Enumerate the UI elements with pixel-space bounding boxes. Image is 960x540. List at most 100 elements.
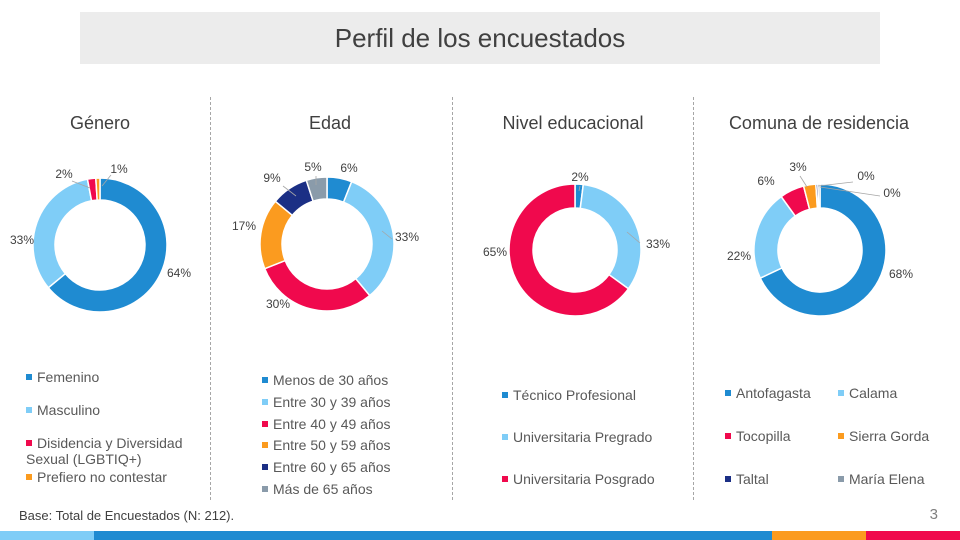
bar-segment-red [866, 531, 960, 540]
data-label: 30% [266, 297, 290, 311]
legend-label: Taltal [736, 471, 769, 487]
legend-item: Prefiero no contestar [26, 469, 167, 485]
leader-line [578, 185, 581, 192]
chart-title-edad: Edad [308, 113, 352, 133]
legend-item: Entre 50 y 59 años [262, 437, 391, 453]
data-label: 68% [889, 267, 913, 281]
legend-marker [262, 421, 268, 427]
panel-edad: Edad 6% 33% 30% 17% 9% 5% [220, 0, 440, 540]
legend-label: Entre 60 y 65 años [273, 459, 391, 475]
panel-divider [693, 97, 694, 500]
data-label: 2% [571, 170, 589, 184]
legend-marker [26, 474, 32, 480]
legend-item: Menos de 30 años [262, 372, 388, 388]
bar-segment-light [0, 531, 94, 540]
legend-marker [502, 392, 508, 398]
donut-slice-3-3 [508, 183, 630, 317]
legend-label: Más de 65 años [273, 481, 373, 497]
bottom-color-bar [0, 531, 960, 540]
panel-genero: Género 64% 33% 2% 1% [0, 0, 200, 540]
legend-marker [838, 390, 844, 396]
leader-line [626, 231, 641, 244]
donut-slice-1-4 [94, 177, 101, 201]
legend-marker [26, 407, 32, 413]
panel-divider [210, 97, 211, 500]
data-label: 3% [789, 160, 807, 174]
legend-item: Entre 60 y 65 años [262, 459, 391, 475]
data-label: 1% [110, 162, 128, 176]
legend-item: Taltal [725, 471, 769, 487]
legend-label: Menos de 30 años [273, 372, 389, 388]
panel-divider [452, 97, 453, 500]
legend-label: Tocopilla [736, 428, 791, 444]
legend-label: María Elena [849, 471, 925, 487]
chart-title-nivel-educacional: Nivel educacional [502, 113, 644, 133]
donut-chart-genero: 64% 33% 2% 1% [10, 162, 191, 313]
donut-chart-edad: 6% 33% 30% 17% 9% 5% [232, 160, 419, 312]
legend-label: Prefiero no contestar [37, 469, 167, 485]
data-label: 9% [263, 171, 281, 185]
legend-item: Universitaria Posgrado [502, 471, 655, 487]
legend-label: Universitaria Posgrado [513, 471, 655, 487]
page-title: Perfil de los encuestados [334, 22, 626, 53]
legend-item: Disidencia y Diversidad Sexual (LGBTIQ+) [26, 435, 183, 467]
donut-chart-nivel-educacional: 2% 33% 65% [483, 170, 670, 317]
base-note: Base: Total de Encuestados (N: 212). [19, 508, 235, 523]
legend-marker [725, 476, 731, 482]
legend-label: Universitaria Pregrado [513, 429, 653, 445]
legend-marker [26, 374, 32, 380]
legend-label: Sierra Gorda [849, 428, 930, 444]
legend-item: Más de 65 años [262, 481, 373, 497]
legend-marker [262, 377, 268, 383]
page-number: 3 [929, 506, 938, 523]
donut-slice-1-2 [32, 178, 93, 289]
legend-item: María Elena [838, 471, 924, 487]
legend-label: Técnico Profesional [513, 387, 636, 403]
title-bar: Perfil de los encuestados [80, 12, 880, 64]
legend-label: Entre 50 y 59 años [273, 437, 391, 453]
data-label: 64% [167, 266, 191, 280]
data-label: 33% [395, 230, 419, 244]
legend-item: Calama [838, 385, 897, 401]
legend-label: Masculino [37, 402, 101, 418]
legend-item: Entre 40 y 49 años [262, 416, 391, 432]
legend-marker [262, 486, 268, 492]
data-label: 0% [883, 186, 901, 200]
leader-line [817, 181, 854, 187]
data-label: 33% [646, 237, 670, 251]
leader-line [101, 174, 112, 187]
legend-item: Sierra Gorda [838, 428, 929, 444]
data-label: 6% [757, 174, 775, 188]
leader-line [819, 186, 881, 197]
leader-line [71, 180, 91, 189]
legend-label: Sexual (LGBTIQ+) [26, 451, 142, 467]
legend-item: Antofagasta [725, 385, 811, 401]
chart-title-genero: Género [69, 113, 131, 133]
data-label: 5% [304, 160, 322, 174]
donut-slice-4-6 [817, 183, 821, 209]
legend-marker [838, 433, 844, 439]
data-label: 33% [10, 233, 34, 247]
legend-label: Entre 40 y 49 años [273, 416, 391, 432]
legend-marker [725, 390, 731, 396]
panel-nivel-educacional: Nivel educacional 2% 33% 65% [462, 0, 684, 540]
legend-label: Calama [849, 385, 898, 401]
legend-marker [262, 399, 268, 405]
donut-slice-2-6 [305, 176, 328, 203]
bar-segment-blue [94, 531, 772, 540]
legend-item: Masculino [26, 402, 100, 418]
legend-marker [262, 464, 268, 470]
legend-item: Técnico Profesional [502, 387, 636, 403]
legend-marker [26, 440, 32, 446]
legend-item: Femenino [26, 369, 99, 385]
legend-marker [502, 476, 508, 482]
legend-label: Entre 30 y 39 años [273, 394, 391, 410]
data-label: 65% [483, 245, 507, 259]
legend-label: Antofagasta [736, 385, 811, 401]
data-label: 2% [55, 167, 73, 181]
legend-item: Tocopilla [725, 428, 790, 444]
chart-title-comuna: Comuna de residencia [728, 113, 910, 133]
donut-chart-comuna: 68% 22% 6% 3% 0% 0% [727, 160, 913, 317]
donut-slice-1-1 [47, 177, 168, 313]
donut-slice-4-1 [759, 183, 887, 317]
